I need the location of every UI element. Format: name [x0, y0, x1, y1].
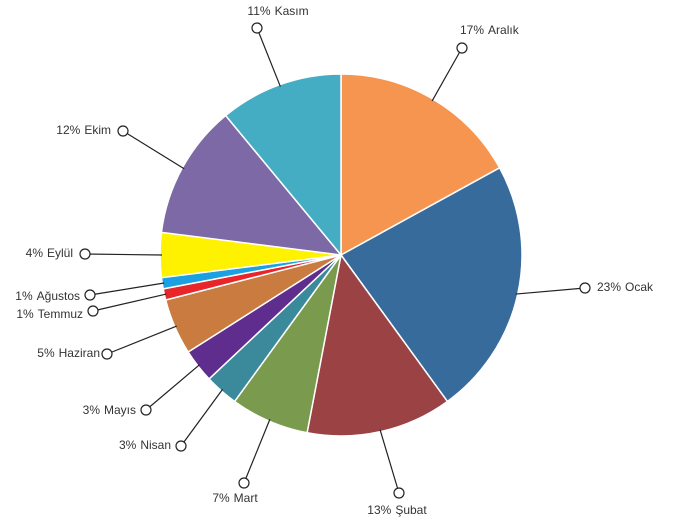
slice-category: Ocak	[625, 280, 654, 294]
leader-dot	[84, 289, 96, 301]
leader-line	[515, 287, 586, 295]
slice-label: 5% Haziran	[37, 346, 100, 360]
leader-line	[122, 130, 185, 170]
slice-value-label: 13%	[367, 503, 391, 517]
slice-value-label: 17%	[460, 23, 484, 37]
leader-dot	[579, 282, 591, 294]
slice-category: Haziran	[59, 346, 100, 360]
leader-line	[92, 293, 167, 312]
slice-value-label: 4%	[26, 246, 44, 260]
slice-label: 3% Nisan	[119, 438, 171, 452]
slice-value-label: 1%	[16, 307, 34, 321]
leader-line	[145, 364, 200, 411]
leader-line	[256, 27, 281, 87]
slice-category: Eylül	[47, 246, 73, 260]
slice-category: Temmuz	[38, 307, 83, 321]
slice-category: Şubat	[395, 503, 427, 517]
slice-label: 11% Kasım	[247, 4, 308, 18]
leader-line	[84, 253, 163, 256]
slice-category: Ekim	[84, 123, 111, 137]
leader-dot	[140, 404, 152, 416]
slice-value-label: 1%	[15, 289, 33, 303]
slice-category: Aralık	[488, 23, 520, 37]
leader-line	[243, 419, 271, 484]
leader-dot	[238, 477, 250, 489]
slice-category: Mayıs	[104, 403, 136, 417]
slice-label: 13% Şubat	[367, 503, 427, 517]
slice-value-label: 12%	[56, 123, 80, 137]
leader-dot	[79, 248, 91, 260]
leader-dot	[87, 305, 99, 317]
leader-dot	[456, 42, 468, 54]
leader-line	[379, 429, 400, 494]
slice-label: 4% Eylül	[26, 246, 73, 260]
slice-value-label: 11%	[247, 4, 270, 18]
slice-value-label: 3%	[119, 438, 137, 452]
leader-line	[89, 282, 165, 296]
leader-dot	[393, 487, 405, 499]
slice-label: 3% Mayıs	[83, 403, 136, 417]
slice-category: Ağustos	[37, 289, 80, 303]
slice-label: 1% Ağustos	[15, 289, 80, 303]
slice-value-label: 5%	[37, 346, 55, 360]
slice-category: Mart	[234, 491, 259, 505]
slice-label: 7% Mart	[212, 491, 258, 505]
pie-slice	[339, 166, 523, 403]
leader-dot	[251, 22, 263, 34]
slice-category: Nisan	[140, 438, 171, 452]
slice-label: 17% Aralık	[460, 23, 520, 37]
slice-category: Kasım	[275, 4, 309, 18]
slice-value-label: 23%	[597, 280, 621, 294]
leader-dot	[117, 125, 129, 137]
leader-line	[106, 325, 177, 355]
slice-value-label: 7%	[212, 491, 230, 505]
slice-label: 12% Ekim	[56, 123, 111, 137]
slice-label: 23% Ocak	[597, 280, 654, 294]
leader-line	[180, 388, 224, 447]
leader-line	[431, 47, 463, 102]
slice-label: 1% Temmuz	[16, 307, 83, 321]
slice-value-label: 3%	[83, 403, 101, 417]
leader-dot	[101, 348, 113, 360]
leader-dot	[175, 440, 187, 452]
